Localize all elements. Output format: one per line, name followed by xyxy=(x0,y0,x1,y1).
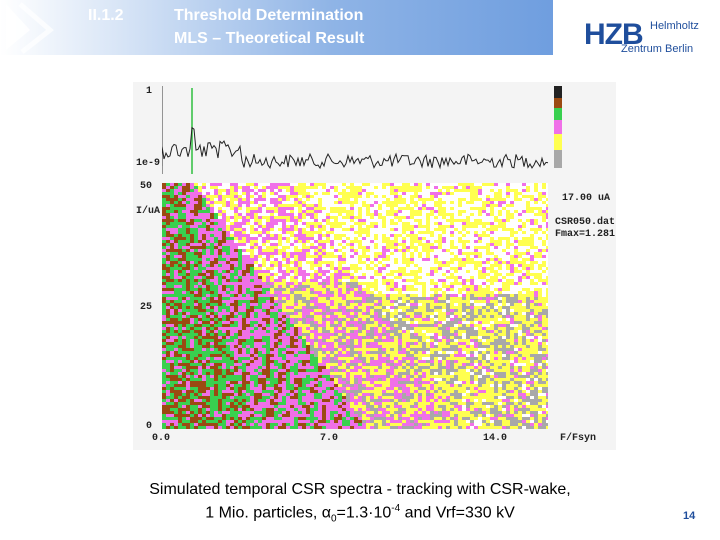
hzb-logo: HZB xyxy=(584,18,644,51)
csr-spectra-heatmap xyxy=(162,183,548,429)
header-band xyxy=(0,0,553,55)
x-tick-14: 14.0 xyxy=(483,433,508,444)
info-file: CSR050.dat xyxy=(555,217,616,228)
info-fmax: Fmax=1.281 xyxy=(555,229,616,240)
left-axis-max-label: 50 xyxy=(140,181,153,192)
hzb-logo-line1: Helmholtz xyxy=(650,20,699,32)
x-tick-0: 0.0 xyxy=(152,433,171,444)
slide-title-line1: Threshold Determination xyxy=(174,7,364,24)
x-axis-label: F/Fsyn xyxy=(560,433,597,444)
caption-line1: Simulated temporal CSR spectra - trackin… xyxy=(149,481,571,498)
corner-logo-icon xyxy=(6,2,54,54)
spectrum-trace xyxy=(162,126,549,170)
spectrum-trace-panel xyxy=(162,86,549,174)
caption-line2: 1 Mio. particles, α0=1.3·10-4 and Vrf=33… xyxy=(205,503,515,525)
top-axis-min-label: 1e-9 xyxy=(136,158,161,169)
color-legend-strip xyxy=(554,86,562,168)
page-number: 14 xyxy=(683,510,696,522)
left-axis-unit-label: I/uA xyxy=(136,206,161,217)
hzb-logo-line2: Zentrum Berlin xyxy=(621,43,694,55)
top-axis-max-label: 1 xyxy=(146,86,153,97)
left-axis-mid-label: 25 xyxy=(140,302,153,313)
section-number: II.1.2 xyxy=(88,7,124,24)
info-current: 17.00 uA xyxy=(562,193,611,204)
left-axis-zero-label: 0 xyxy=(146,421,153,432)
x-tick-7: 7.0 xyxy=(320,433,339,444)
slide-title-line2: MLS – Theoretical Result xyxy=(174,30,365,47)
